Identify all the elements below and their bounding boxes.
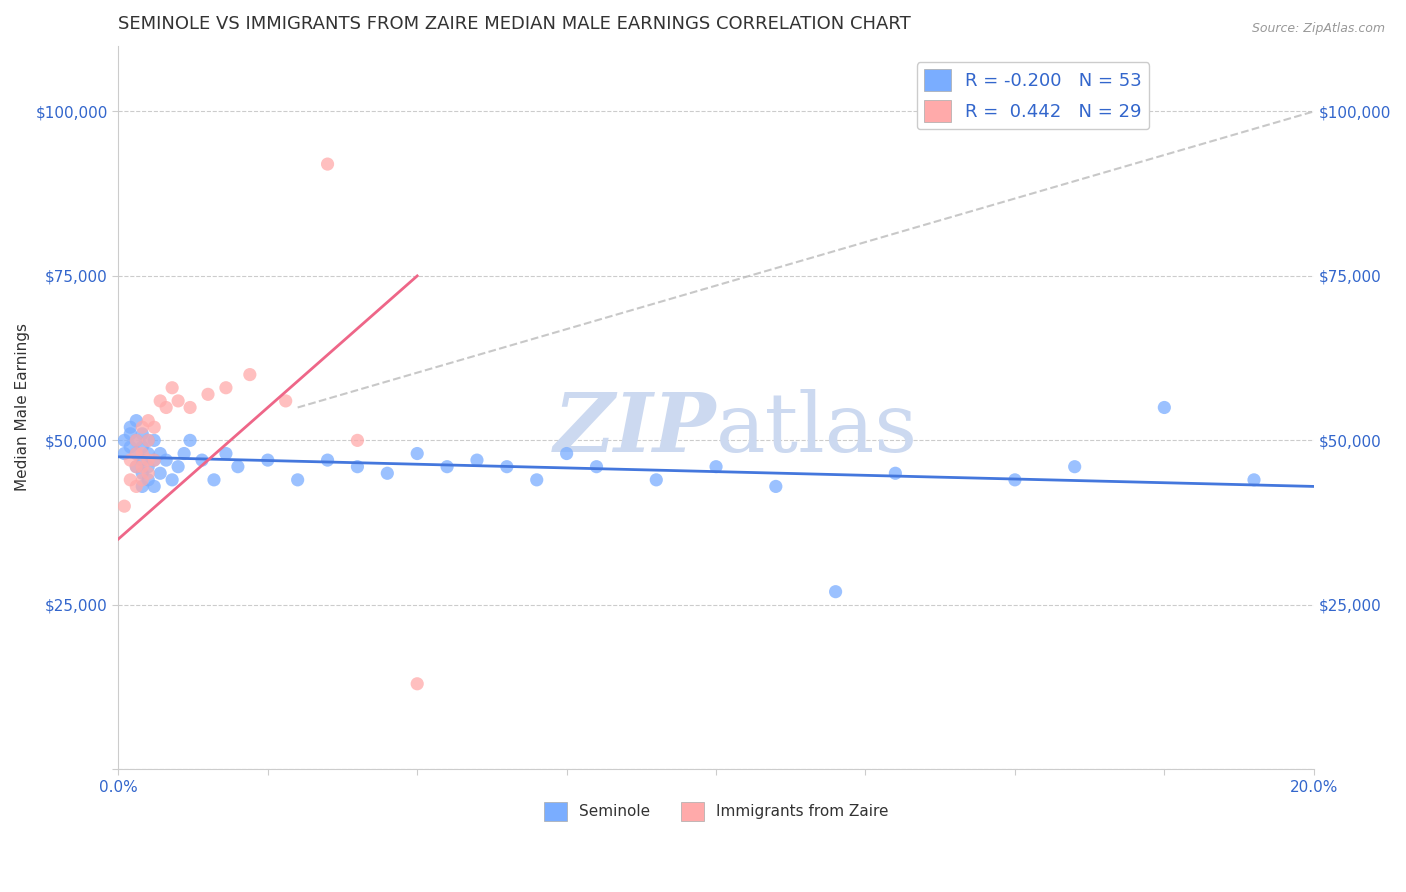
Point <box>143 420 166 434</box>
Point <box>191 453 214 467</box>
Point <box>287 473 309 487</box>
Point <box>406 677 429 691</box>
Point <box>143 479 166 493</box>
Point <box>125 414 148 428</box>
Point <box>112 446 135 460</box>
Point <box>143 434 166 448</box>
Point <box>406 446 429 460</box>
Point <box>160 381 183 395</box>
Point <box>179 401 201 415</box>
Point <box>112 434 135 448</box>
Point <box>197 387 219 401</box>
Point <box>1243 473 1265 487</box>
Point <box>346 434 368 448</box>
Point <box>274 393 297 408</box>
Point <box>202 473 225 487</box>
Point <box>136 414 159 428</box>
Point <box>125 479 148 493</box>
Point <box>155 453 177 467</box>
Point <box>131 479 153 493</box>
Point <box>346 459 368 474</box>
Point <box>125 459 148 474</box>
Point <box>179 434 201 448</box>
Point <box>125 446 148 460</box>
Text: Source: ZipAtlas.com: Source: ZipAtlas.com <box>1251 22 1385 36</box>
Point <box>149 446 172 460</box>
Point <box>884 467 907 481</box>
Y-axis label: Median Male Earnings: Median Male Earnings <box>15 324 30 491</box>
Point <box>526 473 548 487</box>
Point <box>120 440 142 454</box>
Point <box>645 473 668 487</box>
Point <box>226 459 249 474</box>
Text: ZIP: ZIP <box>554 389 716 469</box>
Point <box>765 479 787 493</box>
Point <box>120 473 142 487</box>
Point <box>125 446 148 460</box>
Point <box>824 584 846 599</box>
Point <box>136 459 159 474</box>
Point <box>160 473 183 487</box>
Point <box>155 401 177 415</box>
Point <box>465 453 488 467</box>
Point <box>131 467 153 481</box>
Point <box>316 453 339 467</box>
Point <box>316 157 339 171</box>
Point <box>120 420 142 434</box>
Point <box>125 434 148 448</box>
Point <box>149 393 172 408</box>
Point <box>131 446 153 460</box>
Point <box>131 473 153 487</box>
Point <box>136 446 159 460</box>
Point <box>131 440 153 454</box>
Text: atlas: atlas <box>716 389 918 469</box>
Point <box>112 499 135 513</box>
Point <box>495 459 517 474</box>
Legend: Seminole, Immigrants from Zaire: Seminole, Immigrants from Zaire <box>537 796 894 827</box>
Point <box>143 453 166 467</box>
Point <box>555 446 578 460</box>
Point <box>167 393 190 408</box>
Point <box>1063 459 1085 474</box>
Point <box>131 453 153 467</box>
Point <box>173 446 195 460</box>
Point <box>125 459 148 474</box>
Point <box>1004 473 1026 487</box>
Point <box>136 453 159 467</box>
Point <box>136 473 159 487</box>
Point <box>131 426 153 441</box>
Point <box>120 453 142 467</box>
Point <box>436 459 458 474</box>
Point <box>136 467 159 481</box>
Point <box>136 434 159 448</box>
Point <box>215 381 238 395</box>
Point <box>149 467 172 481</box>
Point <box>125 434 148 448</box>
Point <box>256 453 278 467</box>
Point <box>167 459 190 474</box>
Point <box>215 446 238 460</box>
Point <box>585 459 607 474</box>
Point <box>136 434 159 448</box>
Text: SEMINOLE VS IMMIGRANTS FROM ZAIRE MEDIAN MALE EARNINGS CORRELATION CHART: SEMINOLE VS IMMIGRANTS FROM ZAIRE MEDIAN… <box>118 15 911 33</box>
Point <box>131 459 153 474</box>
Point <box>375 467 398 481</box>
Point <box>131 420 153 434</box>
Point <box>239 368 262 382</box>
Point <box>1153 401 1175 415</box>
Point <box>120 426 142 441</box>
Point <box>143 453 166 467</box>
Point <box>704 459 727 474</box>
